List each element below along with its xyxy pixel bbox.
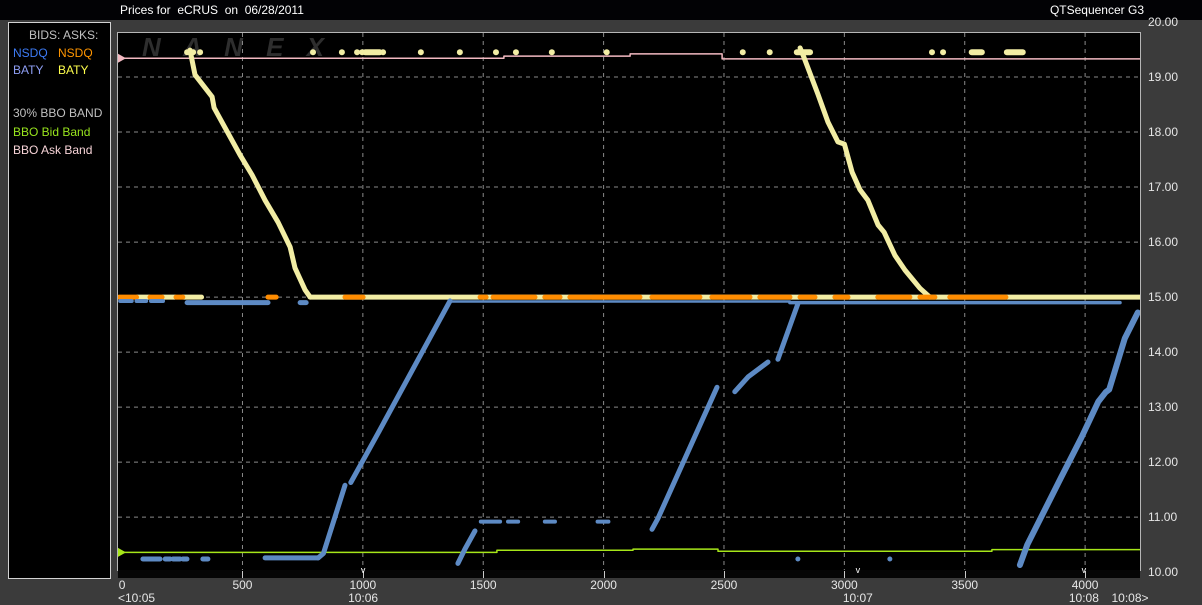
x-tick-label: 3500 [951, 578, 979, 592]
x-tick-label: 1000 [349, 578, 377, 592]
series-bbo_ask_band [118, 53, 1140, 60]
series-ask_quotes_top [492, 49, 499, 56]
bid-venue-baty: BATY [13, 63, 44, 77]
tick-mark [242, 571, 243, 578]
y-axis-label: 15.00 [1148, 290, 1179, 305]
series-bid_climb_2 [732, 359, 771, 395]
series-bbo_bid_band [118, 548, 1140, 554]
series-ask_quotes_top [354, 49, 361, 56]
x-tick-label: 3000 [830, 578, 858, 592]
tick-mark [363, 571, 364, 578]
tick-mark [483, 571, 484, 578]
series-ask_quotes_top [512, 49, 519, 56]
series-bid_climb_2 [775, 301, 801, 362]
minute-label: 10:08> [1111, 591, 1149, 605]
series-bid_climb_2 [649, 384, 720, 532]
series-bid_climb_3 [1016, 309, 1140, 568]
tick-mark [965, 571, 966, 578]
series-ask_quotes_top [380, 49, 387, 56]
x-tick-label: 2000 [590, 578, 617, 592]
window-title: Prices for eCRUS on 06/28/2011 [120, 3, 304, 17]
y-axis-label: 13.00 [1148, 400, 1179, 415]
tick-mark [1085, 571, 1086, 578]
ask-venue-nsdq: NSDQ [58, 46, 93, 60]
bid-band-label: BBO Bid Band [13, 125, 91, 139]
y-axis-label: 12.00 [1148, 455, 1179, 470]
series-ask_quotes_top [766, 49, 773, 56]
tick-mark [724, 571, 725, 578]
series-ask_sweep_1 [187, 47, 313, 300]
minute-label: 10:08 [1068, 591, 1099, 605]
tick-mark [844, 571, 845, 578]
bid-venue-nsdq: NSDQ [13, 46, 48, 60]
price-chart-svg[interactable]: N A N E X [118, 33, 1140, 570]
series-ask_quotes_top [456, 49, 463, 56]
y-axis-label: 14.00 [1148, 345, 1179, 360]
series-ask_quotes_top [197, 49, 204, 56]
y-axis-label: 17.00 [1148, 180, 1179, 195]
y-axis-label: 20.00 [1148, 14, 1179, 29]
series-ask_quotes_top [417, 49, 424, 56]
title-bar: Prices for eCRUS on 06/28/2011 QTSequenc… [0, 0, 1202, 20]
series-ask_quotes_top [603, 49, 610, 56]
y-axis-label: 11.00 [1148, 510, 1178, 525]
y-axis-label: 19.00 [1148, 70, 1179, 85]
ask-band-label: BBO Ask Band [13, 143, 93, 157]
minute-marker: v [855, 565, 861, 575]
series-ask_quotes_top [940, 49, 947, 56]
tick-mark [604, 571, 605, 578]
plot-area[interactable]: N A N E X [117, 32, 1141, 571]
series-bid_step_low [455, 528, 478, 566]
series-bid_climb_1 [315, 482, 348, 561]
x-tick-label: 0 [118, 578, 126, 592]
bids-header: BIDS: [29, 28, 61, 42]
y-axis-label: 18.00 [1148, 125, 1179, 140]
series-bid_climb_1 [348, 298, 453, 485]
series-bid_low_dots [887, 556, 893, 562]
asks-header: ASKS: [63, 28, 99, 42]
minute-label: 10:06 [348, 591, 379, 605]
x-tick-label: 2500 [710, 578, 738, 592]
series-ask_quotes_top [338, 49, 345, 56]
app-name: QTSequencer G3 [1049, 3, 1144, 17]
x-tick-label: 1500 [469, 578, 497, 592]
minute-marker: v [360, 565, 366, 575]
minute-label: 10:07 [842, 591, 873, 605]
series-ask_quotes_top [739, 49, 746, 56]
series-ask_quotes_top [928, 49, 935, 56]
minute-label: <10:05 [118, 591, 156, 605]
y-axis-label: 10.00 [1148, 565, 1179, 580]
minute-marker: v [1081, 565, 1087, 575]
series-ask_sweep_2 [797, 45, 933, 300]
band-header: 30% BBO BAND [13, 106, 103, 120]
ask-venue-baty: BATY [58, 63, 89, 77]
tick-band [118, 570, 1140, 578]
series-bid_low_dots [795, 556, 801, 562]
series-marker-bbo_ask_band [118, 53, 126, 63]
series-ask_quotes_top [548, 49, 555, 56]
y-axis-label: 16.00 [1148, 235, 1179, 250]
series-ask_quotes_top [310, 49, 317, 56]
series-marker-bbo_bid_band [118, 547, 126, 557]
x-tick-label: 4000 [1071, 578, 1099, 592]
legend-panel: BIDS: ASKS: NSDQ NSDQ BATY BATY 30% BBO … [8, 22, 111, 579]
nanex-watermark: N A N E X [142, 33, 332, 62]
x-tick-label: 500 [232, 578, 253, 592]
